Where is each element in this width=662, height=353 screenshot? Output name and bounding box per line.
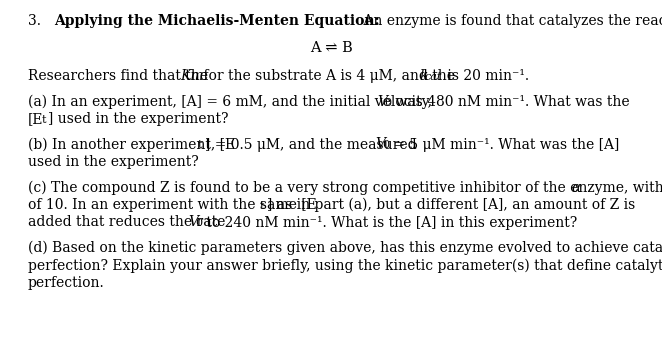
Text: ] = 0.5 μM, and the measured: ] = 0.5 μM, and the measured [205,138,421,151]
Text: Applying the Michaelis-Menten Equation:: Applying the Michaelis-Menten Equation: [54,14,379,28]
Text: 3.: 3. [28,14,50,28]
Text: t: t [198,140,203,150]
Text: t: t [260,201,265,211]
Text: of 10. In an experiment with the same [E: of 10. In an experiment with the same [E [28,198,316,212]
Text: is 20 min⁻¹.: is 20 min⁻¹. [443,69,529,83]
Text: 0: 0 [195,219,202,228]
Text: was 480 nM min⁻¹. What was the: was 480 nM min⁻¹. What was the [391,95,630,108]
Text: k: k [419,69,428,83]
Text: An enzyme is found that catalyzes the reaction: An enzyme is found that catalyzes the re… [359,14,662,28]
Text: α: α [571,180,581,195]
Text: Km: Km [180,69,203,83]
Text: V: V [188,215,198,229]
Text: perfection? Explain your answer briefly, using the kinetic parameter(s) that def: perfection? Explain your answer briefly,… [28,258,662,273]
Text: Researchers find that the: Researchers find that the [28,69,213,83]
Text: added that reduces the rate: added that reduces the rate [28,215,230,229]
Text: A ⇌ B: A ⇌ B [310,42,352,55]
Text: = 5 μM min⁻¹. What was the [A]: = 5 μM min⁻¹. What was the [A] [389,138,620,151]
Text: used in the experiment?: used in the experiment? [28,155,199,169]
Text: V: V [375,138,385,151]
Text: (c) The compound Z is found to be a very strong competitive inhibitor of the enz: (c) The compound Z is found to be a very… [28,180,662,195]
Text: (d) Based on the kinetic parameters given above, has this enzyme evolved to achi: (d) Based on the kinetic parameters give… [28,241,662,255]
Text: V: V [377,95,387,108]
Text: t: t [42,115,46,125]
Text: 0: 0 [382,140,389,150]
Text: to 240 nM min⁻¹. What is the [A] in this experiment?: to 240 nM min⁻¹. What is the [A] in this… [202,215,577,229]
Text: perfection.: perfection. [28,276,105,290]
Text: (b) In another experiment, [E: (b) In another experiment, [E [28,138,235,152]
Text: [E: [E [28,112,44,126]
Text: (a) In an experiment, [A] = 6 mM, and the initial velocity,: (a) In an experiment, [A] = 6 mM, and th… [28,95,436,109]
Text: 0: 0 [384,97,391,108]
Text: ] used in the experiment?: ] used in the experiment? [48,112,228,126]
Text: for the substrate A is 4 μM, and the: for the substrate A is 4 μM, and the [199,69,459,83]
Text: ] as in part (a), but a different [A], an amount of Z is: ] as in part (a), but a different [A], a… [267,198,636,213]
Text: cat: cat [425,72,442,82]
